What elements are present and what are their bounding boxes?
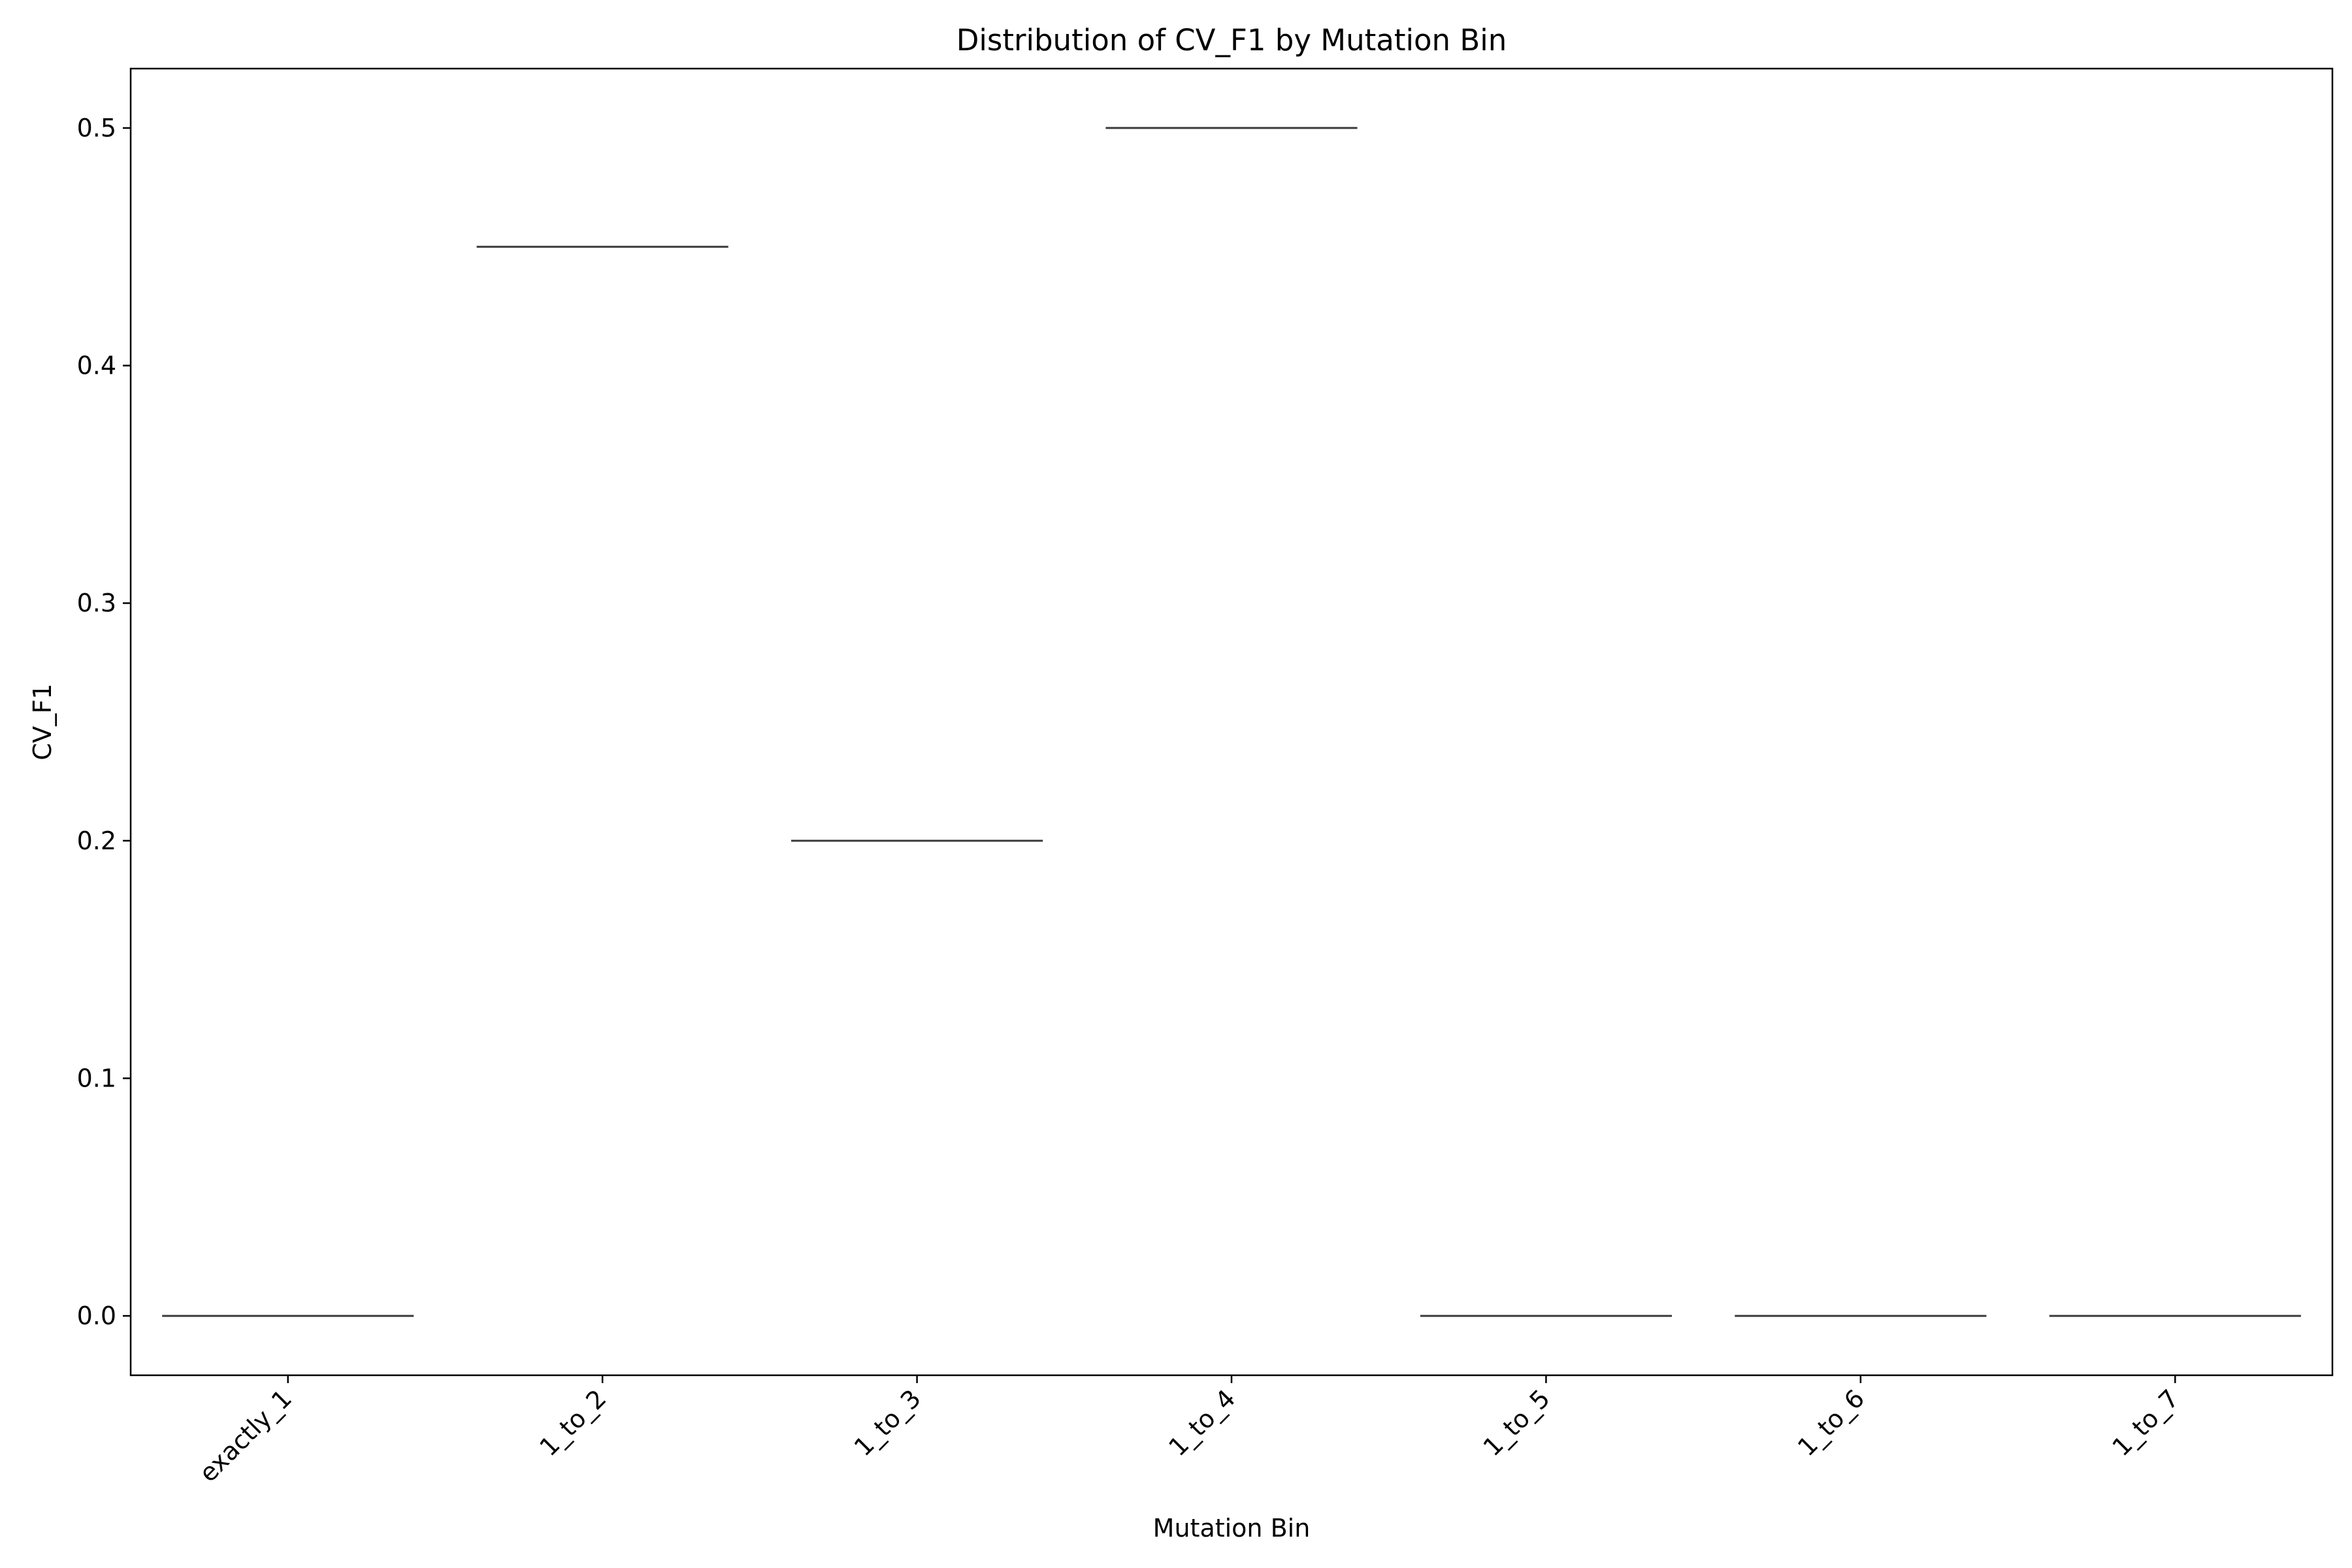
y-axis-label: CV_F1 (28, 683, 57, 760)
x-axis-label: Mutation Bin (1153, 1514, 1311, 1543)
y-tick-label: 0.3 (77, 589, 116, 617)
chart-title: Distribution of CV_F1 by Mutation Bin (956, 23, 1507, 57)
y-axis: 0.0 0.1 0.2 0.3 0.4 0.5 (77, 114, 131, 1330)
plot-area (162, 127, 2301, 1317)
y-tick-label: 0.2 (77, 826, 116, 855)
y-tick-label: 0.4 (77, 351, 116, 380)
y-tick-label: 0.0 (77, 1301, 116, 1330)
y-tick-label: 0.1 (77, 1064, 116, 1092)
y-tick-label: 0.5 (77, 114, 116, 142)
